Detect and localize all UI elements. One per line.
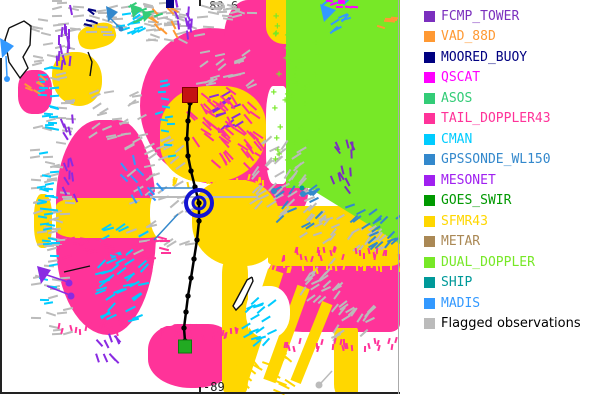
legend-item: METAR	[424, 234, 600, 249]
legend-swatch-icon	[424, 236, 435, 247]
axis-tick-bottom	[199, 387, 201, 393]
legend-item: QSCAT	[424, 70, 600, 85]
legend-swatch-icon	[424, 10, 435, 22]
legend-item: Flagged observations	[424, 316, 600, 331]
map-patch	[286, 0, 400, 188]
map-patch	[34, 194, 52, 248]
legend-swatch-icon	[424, 277, 435, 288]
legend-label: METAR	[441, 234, 481, 249]
legend-label: TAIL_DOPPLER43	[441, 111, 551, 126]
legend-label: SFMR43	[441, 213, 488, 229]
legend-swatch-icon	[424, 72, 435, 83]
legend-label: ASOS	[441, 90, 473, 106]
legend-label: SHIP	[441, 275, 473, 290]
legend-item: GOES_SWIR	[424, 193, 600, 208]
legend-label: GOES_SWIR	[441, 193, 512, 208]
legend-label: QSCAT	[441, 70, 481, 85]
map-canvas: -89.6 -89 ++++++++++++++++++++++++++++++…	[18, 0, 400, 396]
legend-item: MESONET	[424, 172, 600, 188]
legend-swatch-icon	[424, 154, 435, 165]
legend-item: DUAL_DOPPLER	[424, 254, 600, 270]
legend-item: GPSSONDE_WL150	[424, 152, 600, 167]
legend-swatch-icon	[424, 215, 435, 227]
legend-swatch-icon	[424, 256, 435, 268]
legend-swatch-icon	[424, 113, 435, 124]
map-patch	[334, 328, 358, 394]
legend-item: ASOS	[424, 90, 600, 106]
legend-item: MADIS	[424, 295, 600, 311]
legend-swatch-icon	[424, 51, 435, 63]
legend-item: MOORED_BUOY	[424, 49, 600, 65]
legend-swatch-icon	[424, 195, 435, 206]
legend-label: Flagged observations	[441, 316, 581, 331]
map-patch	[152, 244, 184, 326]
map-frame-right	[398, 0, 399, 394]
legend-swatch-icon	[424, 297, 435, 309]
map-patch	[56, 198, 168, 238]
legend-swatch-icon	[424, 31, 435, 42]
axis-tick-top	[199, 0, 201, 6]
legend-swatch-icon	[424, 133, 435, 145]
legend-item: SFMR43	[424, 213, 600, 229]
legend-item: TAIL_DOPPLER43	[424, 111, 600, 126]
legend-label: MOORED_BUOY	[441, 49, 528, 65]
map-patch	[192, 180, 280, 266]
legend-swatch-icon	[424, 92, 435, 104]
map-frame-left	[0, 58, 2, 394]
legend-label: GPSSONDE_WL150	[441, 152, 551, 167]
longitude-label-bottom: -89	[203, 380, 225, 394]
map-frame-bottom	[0, 392, 400, 394]
legend-label: CMAN	[441, 131, 473, 147]
legend-item: CMAN	[424, 131, 600, 147]
legend-label: FCMP_TOWER	[441, 8, 520, 24]
legend-label: VAD_88D	[441, 29, 496, 44]
legend-label: MESONET	[441, 172, 496, 188]
legend-label: MADIS	[441, 295, 481, 311]
legend-item: FCMP_TOWER	[424, 8, 600, 24]
legend-swatch-icon	[424, 174, 435, 186]
legend-panel: FCMP_TOWER VAD_88D MOORED_BUOY QSCAT ASOS TAI…	[400, 0, 600, 400]
legend-swatch-icon	[424, 318, 435, 329]
legend-label: DUAL_DOPPLER	[441, 254, 535, 270]
legend-item: SHIP	[424, 275, 600, 290]
legend-item: VAD_88D	[424, 29, 600, 44]
